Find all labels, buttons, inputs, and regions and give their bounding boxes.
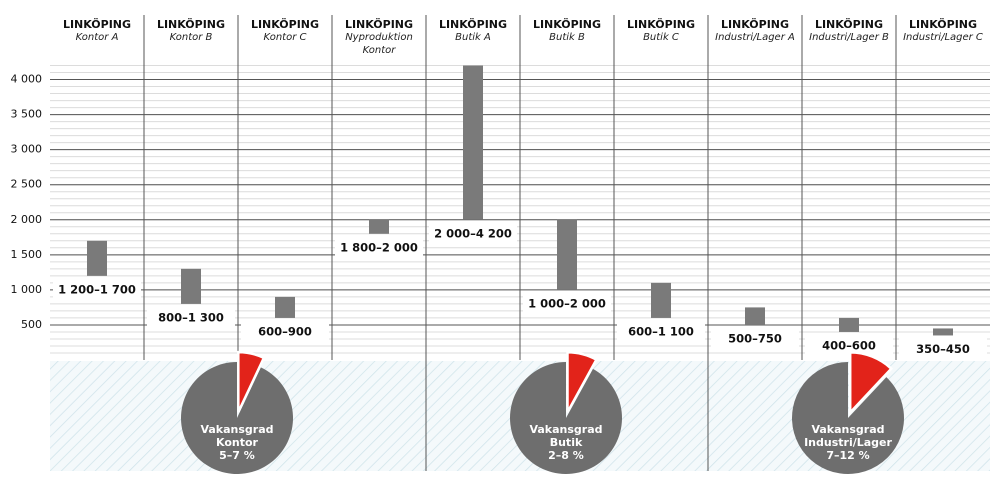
category: Kontor B [169,32,213,43]
pie-value-label: 7–12 % [826,449,869,462]
bar [87,240,107,276]
value-label-bg [899,338,987,359]
column-header: LINKÖPING Butik C [615,18,707,44]
pie-value-label: 5–7 % [219,449,255,462]
pie-slice [848,351,894,416]
city: LINKÖPING [62,18,132,31]
column-header: LINKÖPING Kontor C [239,18,331,44]
y-tick-label: 2 500 [11,178,43,191]
value-label: 400–600 [822,338,876,352]
bar [557,219,577,290]
column-header: LINKÖPING Nyproduktion Kontor [333,18,425,57]
pie-title: Vakansgrad [811,423,884,436]
category: Butik A [455,32,491,43]
pie-rest [181,362,293,475]
y-tick-label: 500 [21,318,42,331]
bar [369,219,389,234]
city: LINKÖPING [250,18,320,31]
city: LINKÖPING [626,18,696,31]
column-header: LINKÖPING Butik B [521,18,613,44]
category: Kontor C [263,32,307,43]
value-label-bg [147,306,235,327]
city: LINKÖPING [532,18,602,31]
y-tick-label: 1 000 [11,283,43,296]
pie-rest [791,362,904,475]
city: LINKÖPING [156,18,226,31]
column-header: LINKÖPING Industri/Lager B [803,18,895,44]
city: LINKÖPING [720,18,790,31]
bar [745,307,765,325]
pie-rest [510,362,622,474]
category: Industri/Lager C [903,32,983,43]
value-label-bg [429,222,517,243]
value-label: 500–750 [728,331,782,345]
pie-title: Vakansgrad [200,423,273,436]
city: LINKÖPING [438,18,508,31]
pie-segment: Butik [550,436,583,449]
value-label: 350–450 [916,342,970,356]
bar [839,317,859,332]
value-label-bg [523,292,611,313]
value-label: 1 800–2 000 [340,240,418,254]
value-label-bg [241,320,329,341]
bar [275,296,295,318]
category: Industri/Lager A [715,32,795,43]
value-label: 600–900 [258,324,312,338]
column-header: LINKÖPING Industri/Lager C [897,18,989,44]
pie-title: Vakansgrad [529,423,602,436]
column-header: LINKÖPING Butik A [427,18,519,44]
value-label-bg [335,236,423,257]
pie-slice [237,350,266,413]
pie-segment: Kontor [216,436,259,449]
bar [651,282,671,318]
y-tick-label: 3 500 [11,108,43,121]
y-tick-label: 4 000 [11,73,43,86]
city: LINKÖPING [908,18,978,31]
category: Nyproduktion Kontor [345,32,413,56]
column-header: LINKÖPING Kontor A [51,18,143,44]
column-header: LINKÖPING Industri/Lager A [709,18,801,44]
column-header: LINKÖPING Kontor B [145,18,237,44]
pie-segment: Industri/Lager [804,436,892,449]
city: LINKÖPING [814,18,884,31]
value-label-bg [711,327,799,348]
value-label-bg [53,278,141,299]
bar [933,328,953,336]
category: Industri/Lager B [809,32,889,43]
city: LINKÖPING [344,18,414,31]
value-label: 1 000–2 000 [528,296,606,310]
pie-slice [566,350,599,413]
value-label: 1 200–1 700 [58,282,136,296]
value-label-bg [617,320,705,341]
y-tick-label: 2 000 [11,213,43,226]
value-label: 800–1 300 [158,310,224,324]
category: Butik C [643,32,679,43]
y-tick-label: 3 000 [11,143,43,156]
y-tick-label: 1 500 [11,248,43,261]
bar [181,268,201,304]
category: Kontor A [75,32,119,43]
bar [463,65,483,220]
category: Butik B [549,32,585,43]
value-label: 600–1 100 [628,324,694,338]
pie-value-label: 2–8 % [548,449,584,462]
value-label-bg [805,334,893,355]
value-label: 2 000–4 200 [434,226,512,240]
